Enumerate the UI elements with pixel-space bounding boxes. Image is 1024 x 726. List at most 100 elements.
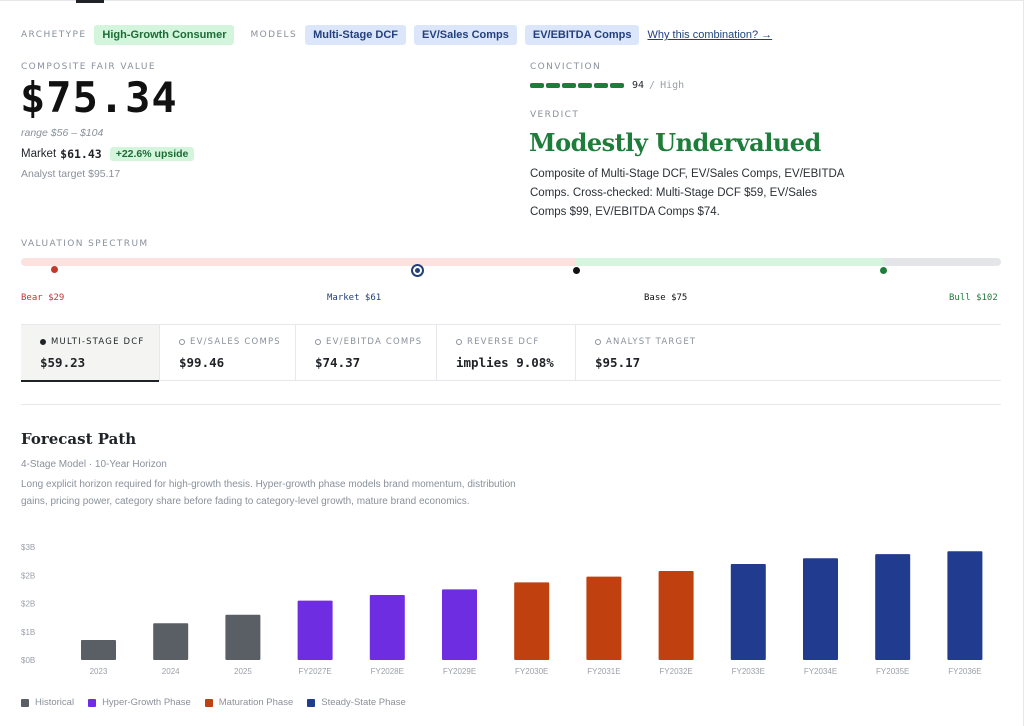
bar-fy2032e[interactable] [658, 571, 694, 660]
models-label: MODELS [250, 30, 298, 40]
x-tick-label: 2023 [90, 667, 108, 676]
bar-fy2036e[interactable] [947, 551, 983, 660]
tab-label-row: EV/EBITDA COMPS [315, 337, 436, 347]
bar-fy2027e[interactable] [297, 600, 333, 660]
x-tick-label: FY2028E [371, 667, 404, 676]
why-combination-link[interactable]: Why this combination? → [647, 29, 773, 41]
market-price: $61.43 [60, 147, 102, 161]
tab-label-row: EV/SALES COMPS [179, 337, 295, 347]
conviction-meter: 94 / High [530, 80, 684, 91]
bull-label: Bull $102 [949, 293, 998, 303]
fair-value-amount: $75.34 [20, 73, 178, 122]
bar-2023[interactable] [81, 639, 116, 660]
tab-ev-ebitda-comps[interactable]: EV/EBITDA COMPS $74.37 [296, 325, 437, 381]
x-tick-label: FY2032E [659, 667, 692, 676]
model-chip-ev-sales[interactable]: EV/Sales Comps [414, 25, 517, 45]
legend-swatch [307, 698, 316, 707]
tab-value: $95.17 [595, 355, 641, 370]
fair-value-range: range $56 – $104 [21, 127, 104, 139]
tab-value: $74.37 [315, 355, 361, 370]
forecast-subtitle: 4-Stage Model · 10-Year Horizon [21, 459, 167, 470]
x-tick-label: FY2029E [443, 667, 476, 676]
tab-value: $59.23 [40, 355, 86, 370]
bar-2024[interactable] [153, 623, 189, 660]
fair-value-label: COMPOSITE FAIR VALUE [21, 62, 156, 72]
radio-dot-icon [40, 339, 46, 345]
upside-badge: +22.6% upside [109, 147, 195, 161]
market-label-spectrum: Market $61 [327, 293, 382, 303]
forecast-title: Forecast Path [21, 430, 137, 448]
legend-item-maturation: Maturation Phase [204, 697, 294, 708]
legend-item-historical: Historical [21, 697, 74, 708]
section-divider [21, 404, 1001, 405]
active-tab-indicator [76, 0, 104, 3]
legend-swatch [21, 698, 29, 707]
bar-fy2031e[interactable] [586, 576, 622, 660]
tab-value: implies 9.08% [456, 355, 554, 370]
legend-item-hyper: Hyper-Growth Phase [88, 697, 191, 708]
x-tick-label: FY2034E [804, 667, 837, 676]
legend-label: Steady-State Phase [321, 697, 406, 708]
forecast-description: Long explicit horizon required for high-… [21, 479, 516, 507]
tab-name: REVERSE DCF [467, 337, 540, 347]
conviction-segment [562, 83, 576, 88]
legend-label: Historical [35, 697, 75, 708]
bar-2025[interactable] [225, 614, 261, 660]
tab-multi-stage-dcf[interactable]: MULTI-STAGE DCF $59.23 [21, 325, 160, 382]
x-tick-label: 2024 [162, 667, 180, 676]
x-tick-label: FY2030E [515, 667, 548, 676]
bar-fy2034e[interactable] [803, 558, 838, 660]
spectrum-bear-zone [21, 258, 576, 266]
archetype-label: ARCHETYPE [21, 30, 87, 40]
tab-reverse-dcf[interactable]: REVERSE DCF implies 9.08% [437, 325, 576, 381]
bar-fy2035e[interactable] [875, 554, 911, 660]
market-label: Market [21, 148, 57, 160]
radio-dot-icon [315, 339, 321, 345]
conviction-segment [594, 83, 608, 88]
bar-fy2028e[interactable] [369, 595, 405, 660]
bear-marker [51, 266, 58, 273]
market-marker[interactable] [411, 264, 424, 277]
market-marker-center [415, 268, 420, 273]
tab-label-row: MULTI-STAGE DCF [40, 337, 159, 347]
tab-name: MULTI-STAGE DCF [51, 337, 145, 347]
archetype-chip[interactable]: High-Growth Consumer [94, 25, 235, 45]
conviction-segment [610, 83, 624, 88]
tab-ev-sales-comps[interactable]: EV/SALES COMPS $99.46 [160, 325, 296, 381]
y-tick-label: $3B [21, 543, 35, 552]
model-chip-multi-stage-dcf[interactable]: Multi-Stage DCF [305, 25, 407, 45]
legend-label: Hyper-Growth Phase [102, 697, 191, 708]
legend-item-steady: Steady-State Phase [307, 697, 406, 708]
tab-label-row: REVERSE DCF [456, 337, 575, 347]
y-tick-label: $2B [21, 571, 35, 580]
bar-fy2029e[interactable] [442, 589, 477, 660]
spectrum-bull-zone [883, 258, 1001, 266]
x-tick-label: FY2027E [298, 667, 331, 676]
base-label: Base $75 [644, 293, 688, 303]
radio-dot-icon [595, 339, 601, 345]
conviction-segment [530, 83, 544, 88]
forecast-bar-chart: $0B $1B $2B $2B $3B 2023 2024 2025 FY2027E FY2028… [21, 543, 983, 676]
tab-name: EV/EBITDA COMPS [326, 337, 423, 347]
tab-name: EV/SALES COMPS [190, 337, 281, 347]
market-row: Market $61.43 +22.6% upside [21, 147, 195, 161]
header-row: ARCHETYPE High-Growth Consumer MODELS Mu… [21, 25, 772, 45]
conviction-score: 94 [632, 80, 645, 91]
model-chip-ev-ebitda[interactable]: EV/EBITDA Comps [524, 25, 640, 45]
tab-name: ANALYST TARGET [606, 337, 697, 347]
x-tick-label: FY2033E [732, 667, 765, 676]
conviction-segment [546, 83, 560, 88]
tab-label-row: ANALYST TARGET [595, 337, 716, 347]
spectrum-track [21, 258, 1001, 266]
chart-legend: Historical Hyper-Growth Phase Maturation P… [21, 697, 420, 708]
tab-analyst-target[interactable]: ANALYST TARGET $95.17 [576, 325, 716, 381]
bar-fy2033e[interactable] [730, 563, 766, 660]
radio-dot-icon [456, 339, 462, 345]
legend-swatch [204, 698, 213, 707]
legend-label: Maturation Phase [218, 697, 294, 708]
conviction-separator: / [649, 80, 656, 91]
bar-fy2030e[interactable] [514, 582, 550, 660]
analyst-target: Analyst target $95.17 [21, 168, 121, 180]
verdict-title: Modestly Undervalued [529, 128, 821, 157]
tab-value: $99.46 [179, 355, 225, 370]
